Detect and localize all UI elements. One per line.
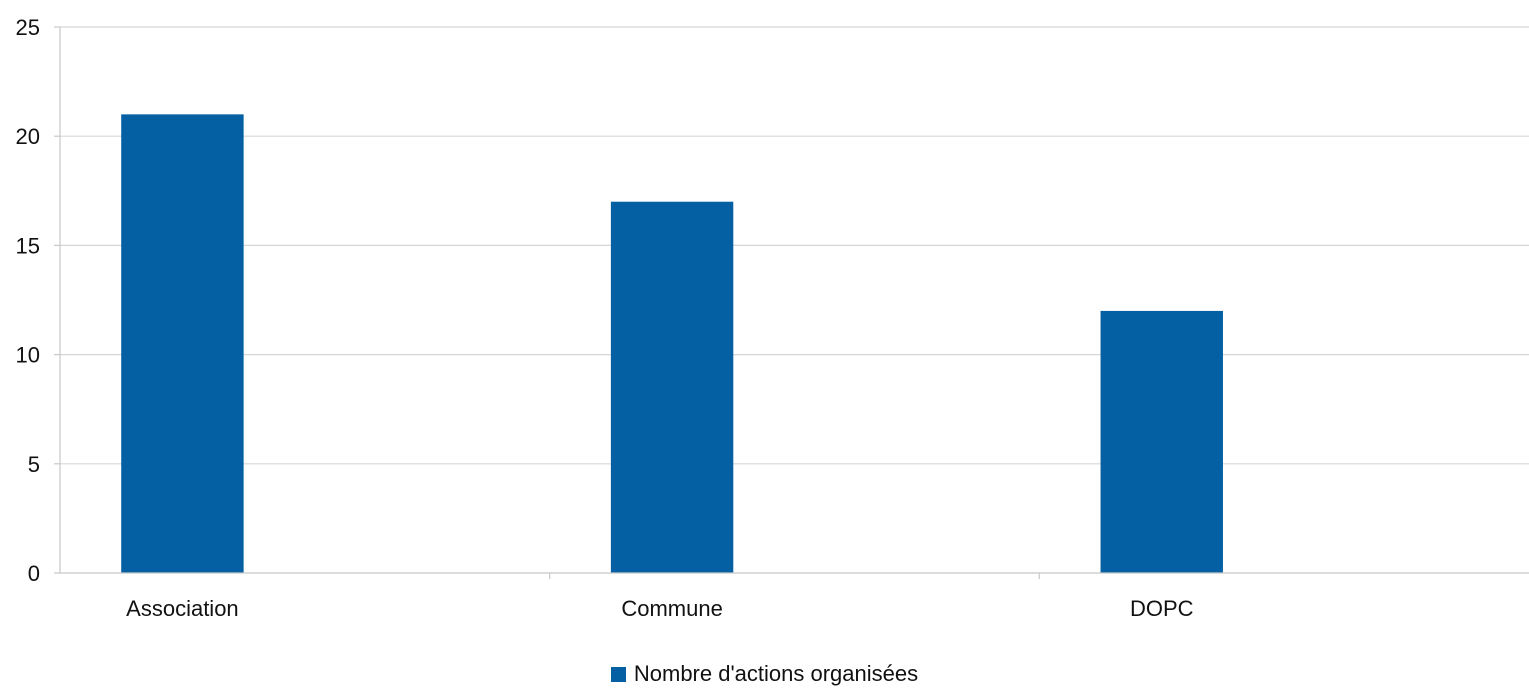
gridlines <box>60 26 1529 465</box>
x-category-label: DOPC <box>1130 596 1194 621</box>
y-tick-label: 25 <box>16 15 40 40</box>
labels: 0 5 10 15 20 25 Association Commune DOPC <box>16 15 1194 621</box>
legend-label: Nombre d'actions organisées <box>633 661 919 686</box>
bar-commune <box>610 201 734 573</box>
bar-dopc <box>1100 310 1223 573</box>
x-category-label: Commune <box>621 596 722 621</box>
y-tick-label: 5 <box>28 452 40 477</box>
y-tick-label: 20 <box>16 124 40 149</box>
y-tick-label: 10 <box>16 343 40 368</box>
bars <box>121 114 1223 574</box>
y-tick-label: 0 <box>28 561 40 586</box>
y-tick-label: 15 <box>16 233 40 258</box>
x-category-label: Association <box>126 596 239 621</box>
bar-association <box>121 114 244 574</box>
legend-swatch <box>610 666 626 682</box>
axes <box>54 26 1529 579</box>
legend: Nombre d'actions organisées <box>0 661 1529 687</box>
